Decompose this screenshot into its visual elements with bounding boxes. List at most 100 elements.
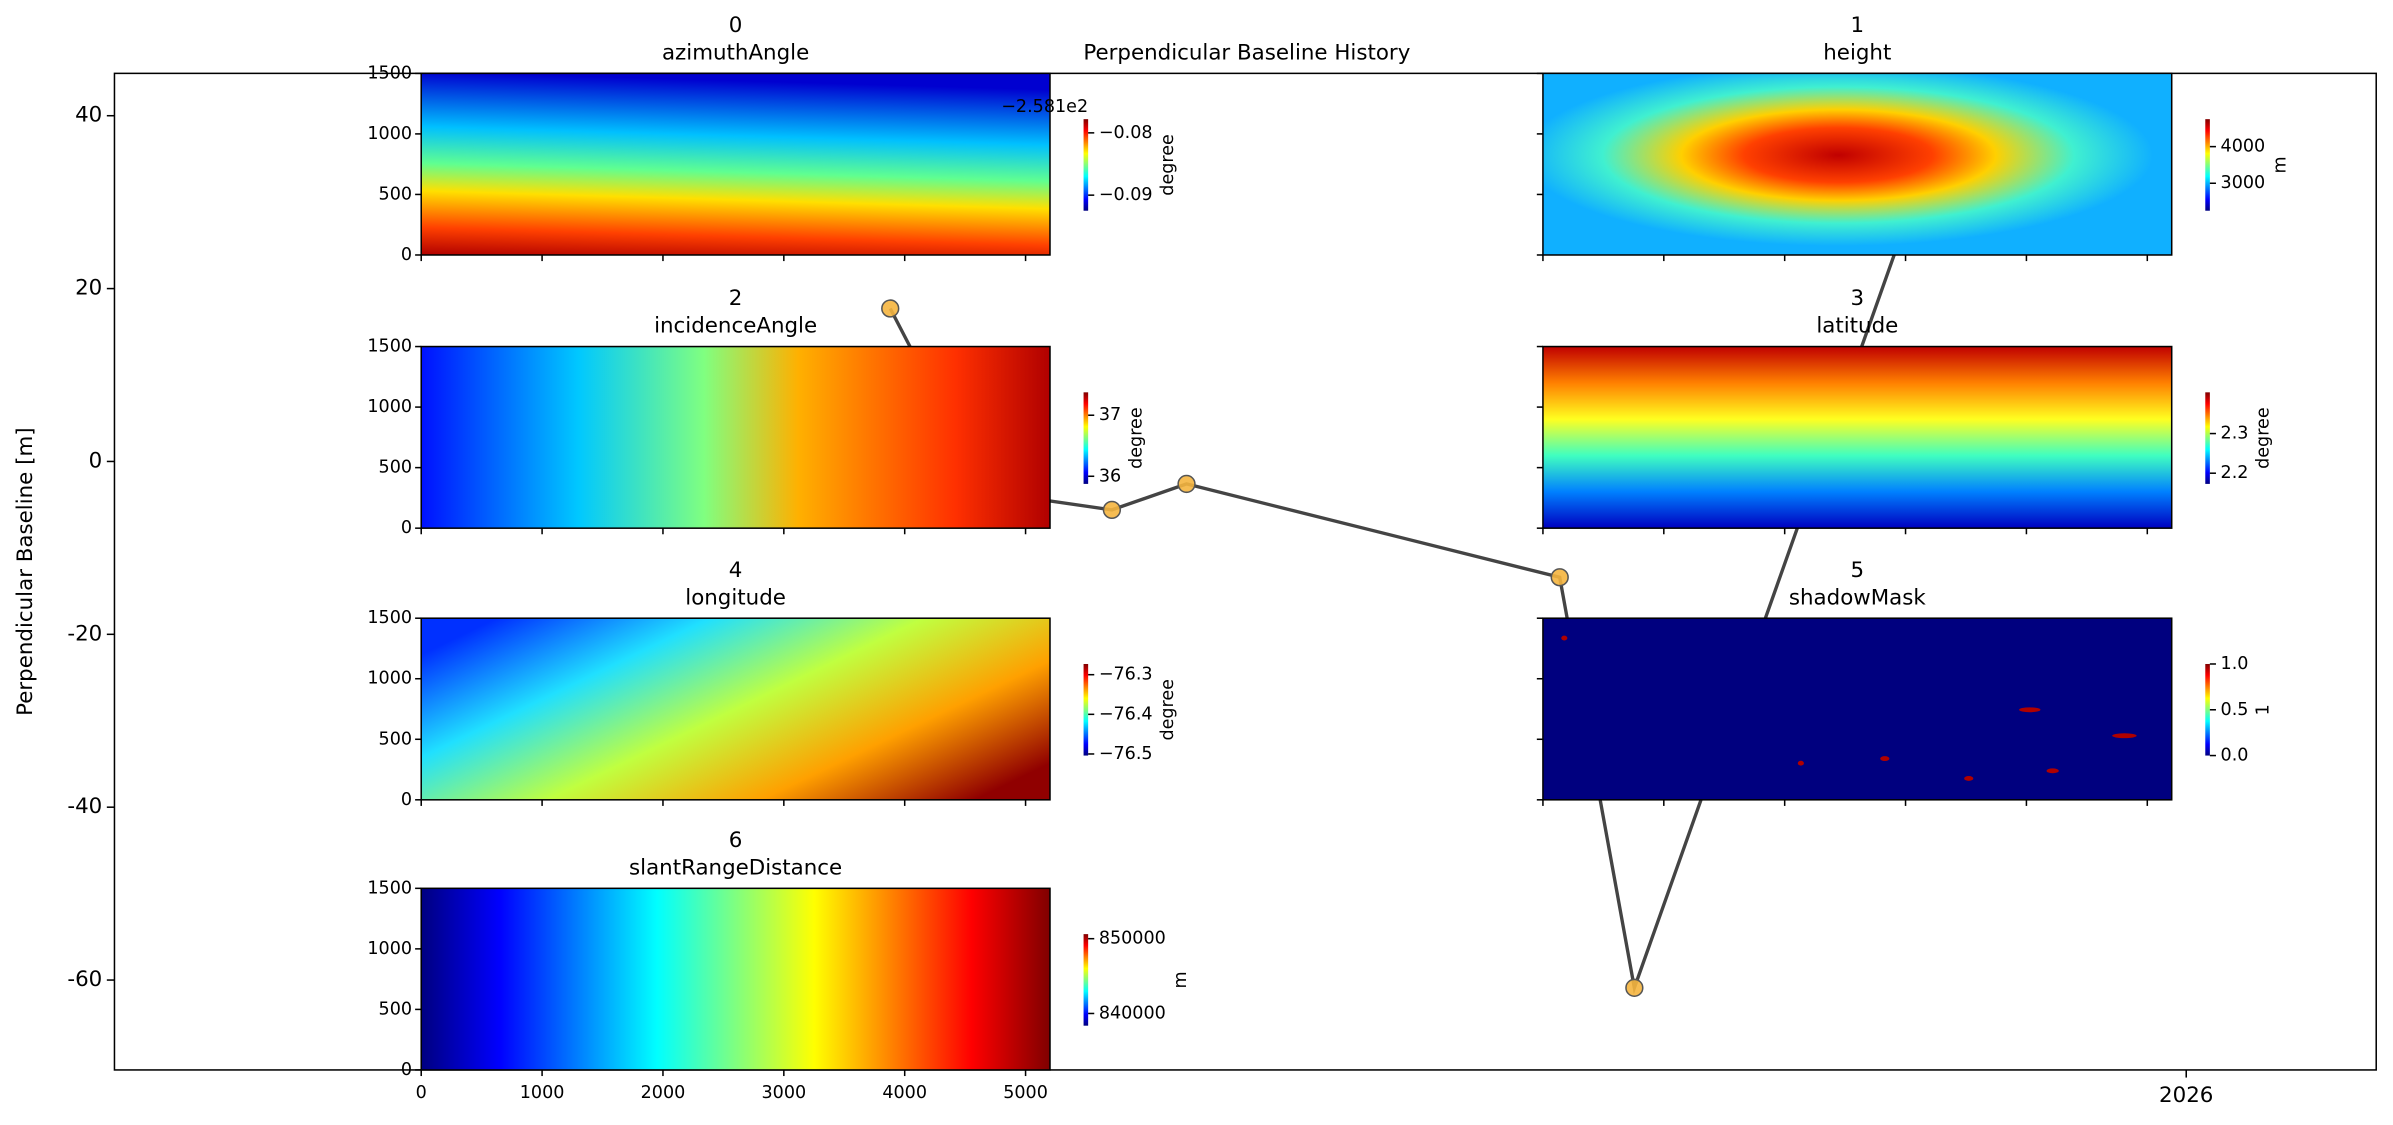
colorbar-tick-label: 2.3 (2221, 424, 2249, 444)
panel-y-tick-label: 500 (379, 999, 413, 1019)
heatmap-image (421, 346, 1050, 529)
heatmap-image (1542, 346, 2172, 529)
colorbar (1083, 119, 1089, 211)
panel-frame (420, 617, 1051, 801)
panel-frame (420, 345, 1051, 529)
colorbar-tick-label: 1.0 (2221, 654, 2249, 674)
panel-frame (1542, 72, 2173, 256)
colorbar (1083, 934, 1089, 1026)
colorbar-tick-label: 37 (1099, 405, 1121, 425)
colorbar-label: degree (1158, 134, 1178, 196)
panel-x-tick-label: 2000 (641, 1083, 686, 1103)
baseline-point (1625, 978, 1644, 997)
y-tick-label: 0 (89, 448, 103, 473)
y-axis-label: Perpendicular Baseline [m] (13, 427, 38, 715)
y-tick-label: -40 (67, 794, 102, 819)
x-tick-label: 2026 (2159, 1083, 2213, 1108)
panel-index: 2 (729, 286, 743, 311)
colorbar (2205, 392, 2210, 484)
panel-index: 0 (729, 13, 743, 38)
y-tick-label: -20 (67, 621, 102, 646)
mask-speck (1964, 776, 1974, 781)
colorbar (2205, 119, 2210, 211)
mask-speck (2112, 733, 2137, 739)
panel-y-tick-label: 1500 (367, 337, 412, 357)
mask-speck (1561, 635, 1568, 641)
panel-title: latitude (1816, 314, 1898, 339)
panel-y-tick-label: 500 (379, 458, 413, 478)
panel-x-tick-label: 0 (416, 1083, 427, 1103)
panel-y-tick-label: 1500 (367, 878, 412, 898)
colorbar-tick-label: −0.08 (1099, 123, 1153, 143)
chart-title: Perpendicular Baseline History (1083, 41, 1410, 66)
panel-y-tick-label: 0 (401, 1060, 412, 1080)
panel-title: height (1823, 41, 1891, 66)
colorbar-offset-text: −2.581e2 (1001, 97, 1088, 117)
mask-speck (2019, 707, 2041, 713)
heatmap-image (1542, 618, 2172, 800)
panel-x-tick-label: 4000 (882, 1083, 927, 1103)
baseline-point (1550, 568, 1569, 587)
colorbar-tick-label: 4000 (2221, 137, 2266, 157)
mask-speck (1797, 760, 1804, 766)
panel-y-tick-label: 1500 (367, 63, 412, 83)
y-tick-label: -60 (67, 967, 102, 992)
colorbar-tick-label: 840000 (1099, 1003, 1166, 1023)
colorbar-tick-label: −76.4 (1099, 704, 1153, 724)
panel-y-tick-label: 0 (401, 245, 412, 265)
y-tick-label: 20 (75, 276, 102, 301)
colorbar-label: m (2270, 156, 2290, 173)
colorbar-tick-label: −76.3 (1099, 665, 1153, 685)
panel-x-tick-label: 1000 (520, 1083, 565, 1103)
panel-frame (1542, 345, 2173, 529)
mask-speck (1880, 756, 1890, 762)
heatmap-image (421, 888, 1050, 1070)
heatmap-image (1542, 73, 2172, 255)
colorbar-label: degree (2254, 407, 2274, 468)
colorbar-label: degree (1126, 407, 1146, 469)
colorbar-tick-label: 3000 (2221, 173, 2266, 193)
panel-y-tick-label: 500 (379, 729, 413, 749)
panel-x-tick-label: 5000 (1003, 1083, 1048, 1103)
colorbar-tick-label: 2.2 (2221, 463, 2249, 483)
panel-index: 5 (1851, 558, 1865, 583)
colorbar-tick-label: 0.0 (2221, 746, 2249, 766)
panel-index: 1 (1851, 13, 1865, 38)
panel-frame (420, 72, 1051, 256)
panel-frame (420, 887, 1051, 1071)
panel-y-tick-label: 1000 (367, 397, 412, 417)
heatmap-image (421, 73, 1050, 255)
colorbar-tick-label: −0.09 (1099, 185, 1153, 205)
baseline-point (1177, 474, 1196, 494)
colorbar (2205, 663, 2210, 756)
panel-y-tick-label: 500 (379, 184, 413, 204)
colorbar-tick-label: 850000 (1099, 929, 1166, 949)
colorbar (1083, 663, 1089, 756)
panel-title: azimuthAngle (662, 41, 809, 66)
panel-x-tick-label: 3000 (762, 1083, 807, 1103)
mask-speck (2046, 768, 2059, 774)
panel-y-tick-label: 1000 (367, 669, 412, 689)
panel-title: incidenceAngle (654, 314, 817, 339)
panel-y-tick-label: 0 (401, 790, 412, 810)
panel-title: shadowMask (1789, 585, 1926, 610)
colorbar-tick-label: −76.5 (1099, 744, 1153, 764)
y-tick-label: 40 (75, 103, 102, 128)
panel-index: 4 (729, 558, 743, 583)
panel-frame (1542, 617, 2173, 801)
panel-y-tick-label: 1000 (367, 939, 412, 959)
colorbar-label: m (1171, 971, 1191, 988)
panel-title: longitude (685, 585, 786, 610)
heatmap-image (421, 618, 1050, 800)
baseline-point (881, 299, 900, 318)
colorbar-label: 1 (2254, 704, 2274, 715)
panel-y-tick-label: 1500 (367, 608, 412, 628)
panel-y-tick-label: 1000 (367, 124, 412, 144)
panel-y-tick-label: 0 (401, 518, 412, 538)
panel-title: slantRangeDistance (629, 855, 842, 880)
colorbar (1083, 392, 1089, 484)
baseline-point (1102, 500, 1122, 520)
panel-index: 3 (1851, 286, 1865, 311)
